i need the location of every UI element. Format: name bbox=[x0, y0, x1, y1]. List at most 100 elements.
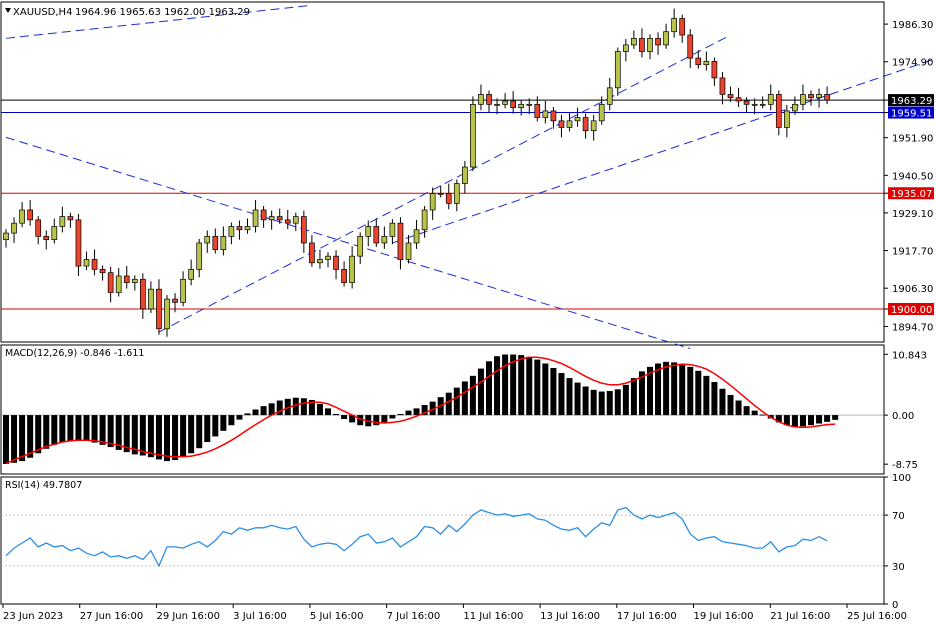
candle-body bbox=[518, 103, 525, 108]
price-badge-label: 1900.00 bbox=[891, 305, 932, 316]
macd-histogram-bar bbox=[252, 409, 259, 416]
candle-body bbox=[622, 44, 629, 52]
macd-histogram-bar bbox=[638, 371, 645, 416]
candle-body bbox=[164, 298, 170, 330]
time-tick-label: 23 Jun 2023 bbox=[3, 611, 63, 622]
candle-body bbox=[453, 183, 460, 204]
macd-histogram-bar bbox=[743, 406, 750, 416]
macd-histogram-bar bbox=[614, 389, 621, 416]
price-badge bbox=[888, 187, 934, 200]
candle-body bbox=[99, 269, 106, 274]
price-tick-label: 1894.70 bbox=[892, 322, 933, 333]
candle-body bbox=[502, 100, 508, 105]
macd-histogram-bar bbox=[139, 415, 146, 456]
macd-histogram-bar bbox=[325, 408, 331, 416]
macd-histogram-bar bbox=[582, 386, 589, 416]
macd-histogram-bar bbox=[703, 375, 710, 416]
macd-histogram-bar bbox=[606, 390, 613, 416]
symbol-dropdown-icon[interactable] bbox=[5, 8, 11, 13]
candle-body bbox=[526, 103, 533, 106]
candle-body bbox=[655, 37, 661, 46]
macd-histogram-bar bbox=[212, 415, 219, 437]
candle-body bbox=[51, 226, 58, 241]
candle-body bbox=[542, 110, 549, 118]
candle-body bbox=[606, 87, 613, 105]
trend-line bbox=[392, 57, 936, 244]
candle-body bbox=[91, 259, 98, 270]
macd-histogram-bar bbox=[188, 415, 195, 454]
panel-border bbox=[0, 476, 885, 605]
macd-histogram-bar bbox=[413, 408, 420, 416]
macd-histogram-bar bbox=[663, 361, 670, 416]
candle-body bbox=[172, 298, 178, 303]
macd-histogram-bar bbox=[655, 363, 662, 416]
candle-body bbox=[244, 226, 251, 231]
candle-body bbox=[792, 103, 798, 112]
time-tick-label: 17 Jul 16:00 bbox=[617, 611, 677, 622]
rsi-tick-label: 100 bbox=[892, 473, 911, 484]
price-axis: 1986.30 1974.90 1951.90 1940.50 1929.10 1917.… bbox=[884, 20, 934, 333]
macd-histogram-bar bbox=[99, 415, 106, 445]
candle-body bbox=[743, 100, 750, 105]
macd-histogram-bar bbox=[333, 413, 340, 416]
price-badge-label: 1935.07 bbox=[891, 189, 932, 200]
macd-histogram-bar bbox=[453, 387, 460, 416]
macd-histogram-bar bbox=[719, 388, 726, 416]
candle-body bbox=[212, 236, 219, 250]
price-tick-label: 1906.30 bbox=[892, 284, 933, 295]
time-tick-label: 5 Jul 16:00 bbox=[310, 611, 364, 622]
time-tick-label: 11 Jul 16:00 bbox=[463, 611, 523, 622]
macd-histogram-bar bbox=[91, 415, 98, 443]
candle-body bbox=[816, 94, 822, 99]
ohlc-readout: 1964.96 1965.63 1962.00 1963.29 bbox=[75, 7, 250, 18]
macd-histogram-bar bbox=[469, 375, 476, 416]
macd-histogram-bar bbox=[679, 364, 686, 416]
macd-histogram-bar bbox=[832, 415, 839, 420]
macd-histogram-bar bbox=[381, 415, 388, 423]
macd-histogram-bar bbox=[244, 413, 251, 416]
macd-histogram-bar bbox=[196, 415, 203, 449]
macd-histogram-bar bbox=[711, 382, 718, 416]
macd-histogram-bar bbox=[590, 389, 597, 416]
time-tick-label: 29 Jun 16:00 bbox=[156, 611, 220, 622]
candle-body bbox=[3, 232, 9, 241]
macd-histogram-bar bbox=[598, 391, 605, 416]
time-tick-label: 25 Jul 16:00 bbox=[847, 611, 907, 622]
macd-histogram-bar bbox=[671, 362, 678, 416]
price-badge bbox=[888, 94, 934, 107]
candle-body bbox=[123, 275, 130, 283]
candle-body bbox=[236, 226, 243, 231]
macd-histogram-bar bbox=[542, 363, 549, 416]
candle-body bbox=[631, 37, 637, 46]
panel-border bbox=[0, 1, 885, 343]
macd-histogram-bar bbox=[27, 415, 34, 458]
candle-body bbox=[534, 103, 541, 118]
candle-body bbox=[196, 242, 203, 270]
trend-line bbox=[5, 4, 312, 39]
time-tick-label: 7 Jul 16:00 bbox=[387, 611, 441, 622]
macd-histogram-bar bbox=[220, 415, 227, 431]
candle-body bbox=[671, 18, 678, 33]
macd-tick-label: -8.75 bbox=[892, 460, 918, 471]
price-tick-label: 1917.70 bbox=[892, 247, 933, 258]
macd-histogram-bar bbox=[695, 370, 702, 416]
price-badge-label: 1963.29 bbox=[891, 96, 932, 107]
candle-body bbox=[558, 120, 565, 128]
macd-histogram-bar bbox=[3, 415, 9, 464]
candle-body bbox=[268, 216, 275, 221]
candle-body bbox=[301, 216, 307, 244]
candle-body bbox=[413, 229, 420, 244]
macd-histogram-bar bbox=[574, 382, 581, 416]
candle-body bbox=[333, 255, 339, 270]
macd-histogram-bar bbox=[11, 415, 18, 463]
macd-histogram-bar bbox=[107, 415, 114, 448]
price-tick-label: 1929.10 bbox=[892, 209, 933, 220]
candle-body bbox=[486, 94, 492, 105]
candle-body bbox=[598, 103, 605, 122]
candle-body bbox=[260, 209, 267, 221]
candle-body bbox=[703, 61, 710, 66]
candle-body bbox=[67, 216, 74, 221]
rsi-line bbox=[5, 506, 828, 568]
candle-body bbox=[131, 278, 138, 283]
